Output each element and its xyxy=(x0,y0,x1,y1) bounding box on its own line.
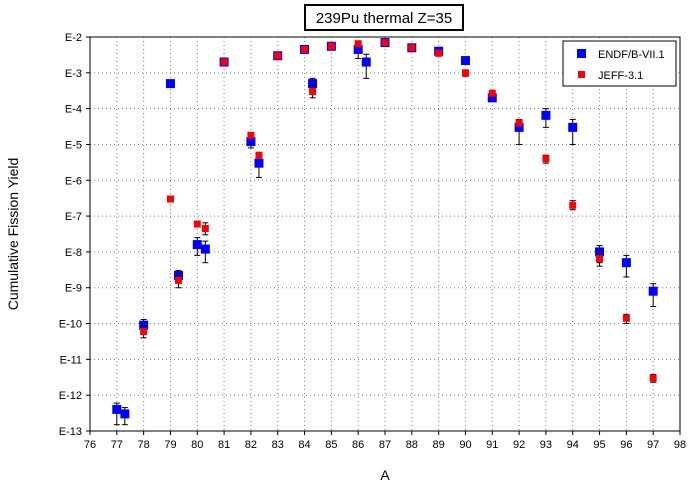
data-point xyxy=(408,44,416,52)
y-axis: E-13 E-12 E-11 E-10 E-9 E-8 E-7 E-6 E-5 E-4 E-3 E-2 xyxy=(59,32,90,438)
series-jeff xyxy=(140,39,657,383)
series-layer xyxy=(112,38,658,426)
x-tick-label: 86 xyxy=(352,439,364,451)
data-point xyxy=(120,409,130,419)
x-tick-label: 81 xyxy=(218,439,230,451)
chart-title-box: 239Pu thermal Z=35 xyxy=(304,4,464,31)
data-point xyxy=(596,255,604,263)
data-point xyxy=(112,404,122,414)
legend-box xyxy=(562,40,677,87)
data-point xyxy=(192,240,202,250)
data-point xyxy=(193,220,201,228)
data-point xyxy=(361,57,371,67)
data-point xyxy=(201,225,209,233)
x-tick-label: 78 xyxy=(138,439,150,451)
data-point xyxy=(648,286,658,296)
y-tick-label: E-7 xyxy=(65,211,82,223)
data-point xyxy=(274,52,282,60)
data-point xyxy=(435,49,443,57)
data-point xyxy=(488,89,496,97)
data-point xyxy=(487,93,497,103)
data-point xyxy=(354,40,362,48)
y-tick-label: E-5 xyxy=(65,139,82,151)
x-tick-label: 90 xyxy=(459,439,471,451)
y-tick-label: E-2 xyxy=(65,32,82,44)
y-axis-title: Cumulative Fission Yield xyxy=(5,158,21,311)
data-point xyxy=(515,119,523,127)
x-tick-label: 85 xyxy=(325,439,337,451)
x-tick-label: 98 xyxy=(674,439,686,451)
data-point xyxy=(541,110,551,120)
x-tick-label: 92 xyxy=(513,439,525,451)
chart-title: 239Pu thermal Z=35 xyxy=(316,10,452,27)
legend: ENDF/B-VII.1 JEFF-3.1 xyxy=(562,40,677,87)
x-tick-label: 97 xyxy=(647,439,659,451)
y-tick-label: E-8 xyxy=(65,247,82,259)
data-point xyxy=(220,58,228,66)
x-tick-label: 95 xyxy=(593,439,605,451)
data-point xyxy=(166,195,174,203)
x-tick-label: 79 xyxy=(164,439,176,451)
y-tick-label: E-11 xyxy=(60,354,82,366)
x-tick-label: 89 xyxy=(433,439,445,451)
x-tick-label: 91 xyxy=(486,439,498,451)
legend-label-endf: ENDF/B-VII.1 xyxy=(598,49,665,61)
data-point xyxy=(381,39,389,47)
x-tick-label: 94 xyxy=(567,439,579,451)
legend-marker-endf xyxy=(577,49,586,58)
x-axis: 76 77 78 79 80 81 82 83 84 85 86 87 88 89 90 91 92 93 94 95… xyxy=(84,431,686,451)
data-point xyxy=(246,137,256,147)
y-tick-label: E-3 xyxy=(65,68,82,80)
data-point xyxy=(327,42,335,50)
data-point xyxy=(140,327,148,335)
x-axis-title: A xyxy=(380,467,390,483)
data-point xyxy=(247,131,255,139)
data-point xyxy=(568,122,578,132)
data-point xyxy=(542,155,550,163)
x-tick-label: 96 xyxy=(620,439,632,451)
y-tick-label: E-10 xyxy=(59,319,82,331)
grid xyxy=(90,37,680,431)
legend-marker-jeff xyxy=(578,71,585,78)
y-tick-label: E-13 xyxy=(59,426,82,438)
x-tick-label: 77 xyxy=(111,439,123,451)
data-point xyxy=(200,244,210,254)
data-point xyxy=(165,79,175,89)
x-tick-label: 76 xyxy=(84,439,96,451)
y-tick-label: E-9 xyxy=(65,283,82,295)
data-point xyxy=(255,151,263,159)
x-tick-label: 93 xyxy=(540,439,552,451)
x-tick-label: 87 xyxy=(379,439,391,451)
data-point xyxy=(353,44,363,54)
y-tick-label: E-6 xyxy=(65,175,82,187)
data-point xyxy=(595,247,605,257)
x-tick-label: 84 xyxy=(298,439,310,451)
data-point xyxy=(621,258,631,268)
data-point xyxy=(139,320,149,330)
x-tick-label: 82 xyxy=(245,439,257,451)
data-point xyxy=(569,201,577,209)
data-point xyxy=(308,79,318,89)
legend-label-jeff: JEFF-3.1 xyxy=(598,70,643,82)
data-point xyxy=(514,122,524,132)
y-tick-label: E-4 xyxy=(65,104,82,116)
data-point xyxy=(622,314,630,322)
data-point xyxy=(301,45,309,53)
x-tick-label: 88 xyxy=(406,439,418,451)
data-point xyxy=(649,374,657,382)
x-tick-label: 83 xyxy=(272,439,284,451)
x-tick-label: 80 xyxy=(191,439,203,451)
y-tick-label: E-12 xyxy=(59,390,82,402)
data-point xyxy=(175,276,182,284)
data-point xyxy=(460,56,470,66)
data-point xyxy=(254,158,264,168)
data-point xyxy=(461,69,469,77)
data-point xyxy=(309,88,317,96)
